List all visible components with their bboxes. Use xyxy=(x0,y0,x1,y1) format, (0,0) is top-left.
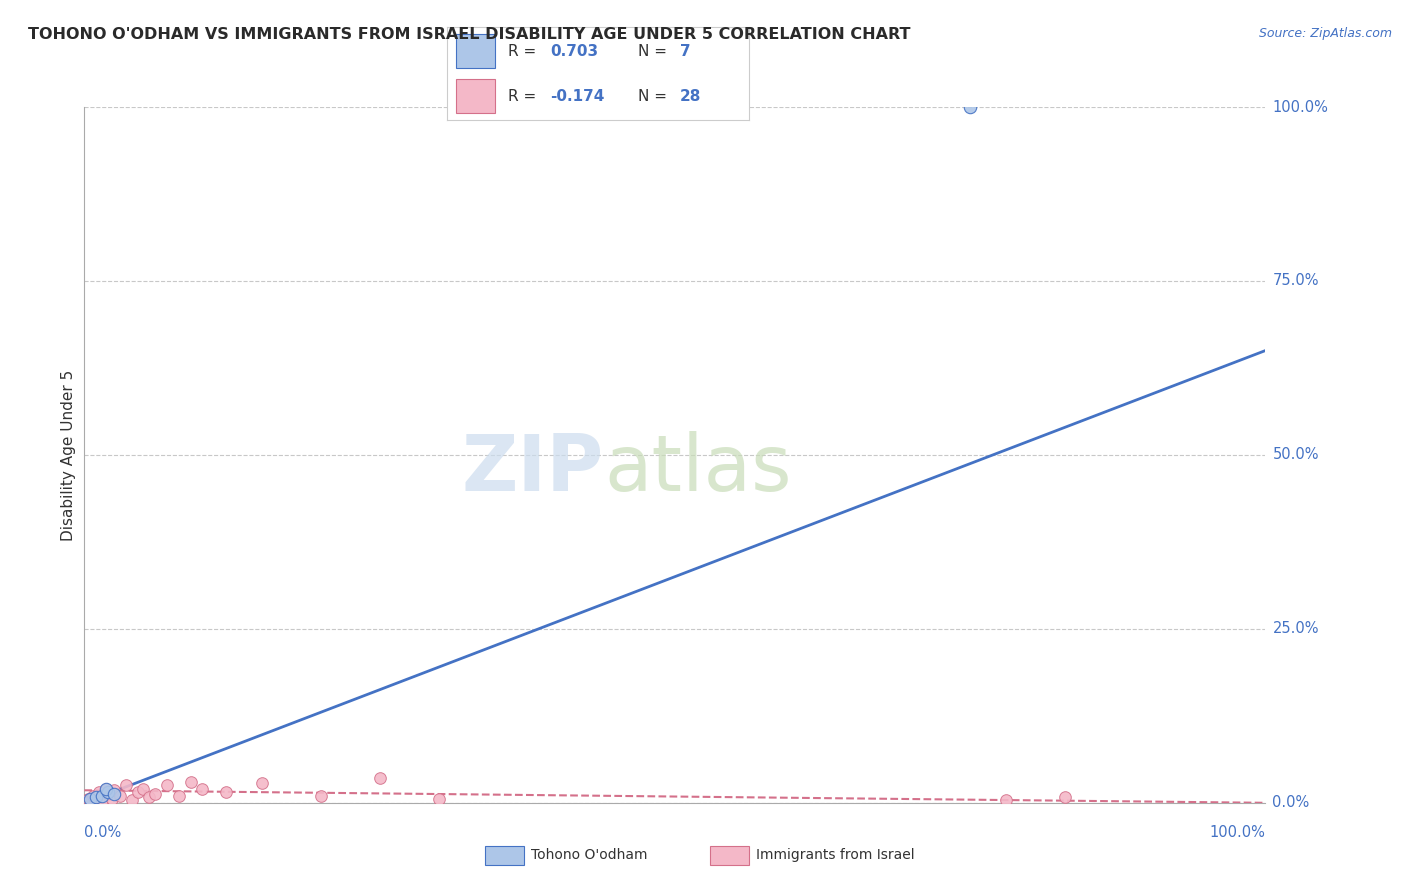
Text: -0.174: -0.174 xyxy=(550,88,605,103)
Point xyxy=(138,789,160,804)
Point xyxy=(994,793,1017,807)
Point xyxy=(91,794,114,808)
Text: 100.0%: 100.0% xyxy=(1209,825,1265,840)
Point xyxy=(100,791,122,805)
Text: ZIP: ZIP xyxy=(461,431,605,507)
Point xyxy=(114,778,136,792)
Point xyxy=(1053,789,1076,804)
Point xyxy=(91,789,114,803)
Text: 0.0%: 0.0% xyxy=(1272,796,1309,810)
Bar xyxy=(456,79,495,113)
Text: 7: 7 xyxy=(681,44,690,59)
Text: 100.0%: 100.0% xyxy=(1272,100,1329,114)
Point xyxy=(79,793,101,807)
Point xyxy=(87,785,110,799)
Point xyxy=(156,778,179,792)
Text: R =: R = xyxy=(508,44,541,59)
Point xyxy=(427,791,450,805)
Point xyxy=(167,789,190,803)
Text: 75.0%: 75.0% xyxy=(1272,274,1319,288)
Point xyxy=(97,788,120,802)
Point xyxy=(84,790,107,805)
Point xyxy=(191,781,214,796)
Point xyxy=(132,781,155,796)
Y-axis label: Disability Age Under 5: Disability Age Under 5 xyxy=(60,369,76,541)
Text: 50.0%: 50.0% xyxy=(1272,448,1319,462)
Point xyxy=(250,776,273,790)
Point xyxy=(79,792,101,806)
Point xyxy=(94,781,117,796)
Point xyxy=(94,781,117,796)
Point xyxy=(82,789,104,803)
Point xyxy=(143,787,166,801)
Bar xyxy=(456,34,495,68)
Text: R =: R = xyxy=(508,88,541,103)
Point xyxy=(368,772,391,786)
Point xyxy=(127,785,149,799)
Text: Source: ZipAtlas.com: Source: ZipAtlas.com xyxy=(1258,27,1392,40)
Text: Tohono O'odham: Tohono O'odham xyxy=(531,848,648,863)
Text: 28: 28 xyxy=(681,88,702,103)
Point xyxy=(108,789,131,803)
Point xyxy=(180,775,202,789)
Point xyxy=(97,785,120,799)
Text: atlas: atlas xyxy=(605,431,792,507)
Point xyxy=(215,785,238,799)
Point xyxy=(77,792,100,806)
Point xyxy=(309,789,332,803)
Text: Immigrants from Israel: Immigrants from Israel xyxy=(756,848,915,863)
Text: 25.0%: 25.0% xyxy=(1272,622,1319,636)
Text: 0.0%: 0.0% xyxy=(84,825,121,840)
Point xyxy=(103,788,125,802)
Point xyxy=(103,783,125,797)
Point xyxy=(121,793,143,807)
Text: TOHONO O'ODHAM VS IMMIGRANTS FROM ISRAEL DISABILITY AGE UNDER 5 CORRELATION CHAR: TOHONO O'ODHAM VS IMMIGRANTS FROM ISRAEL… xyxy=(28,27,911,42)
Text: 0.703: 0.703 xyxy=(550,44,598,59)
Point xyxy=(84,790,107,805)
Point xyxy=(959,100,981,114)
Text: N =: N = xyxy=(637,88,672,103)
Text: N =: N = xyxy=(637,44,672,59)
